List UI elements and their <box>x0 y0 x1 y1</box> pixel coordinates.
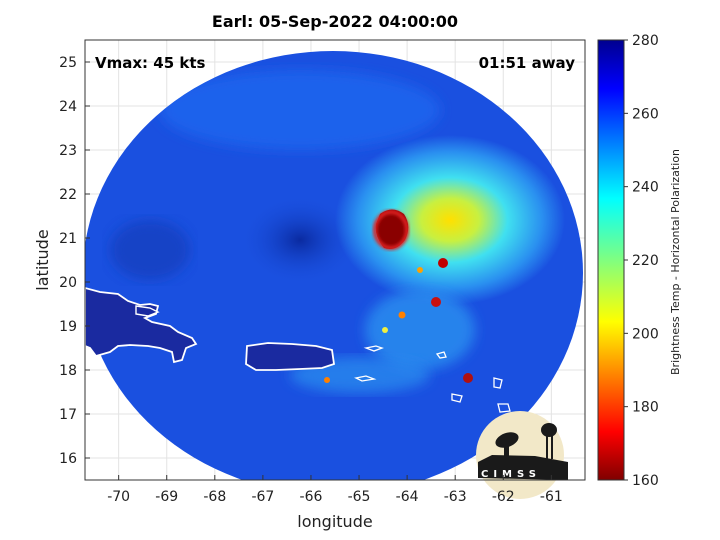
x-tick-label: -63 <box>444 489 467 505</box>
y-tick-label: 22 <box>59 187 77 203</box>
convection-core-rim <box>373 210 409 250</box>
y-tick-label: 23 <box>59 143 77 159</box>
x-tick-label: -65 <box>348 489 371 505</box>
colorbar-tick-label: 260 <box>632 106 659 122</box>
y-tick-label: 24 <box>59 99 77 115</box>
anguilla-outline <box>435 351 447 359</box>
hispaniola-outline <box>85 287 198 364</box>
y-tick-label: 20 <box>59 275 77 291</box>
x-tick-label: -70 <box>107 489 130 505</box>
puerto-rico-outline <box>245 342 335 371</box>
storm-center-region <box>240 195 360 285</box>
x-tick-label: -69 <box>155 489 178 505</box>
northern-band <box>160 70 440 150</box>
barbuda-outline <box>493 377 503 389</box>
convective-cell <box>463 373 473 383</box>
colorbar-tick-label: 280 <box>632 33 659 49</box>
y-tick-label: 18 <box>59 363 77 379</box>
axes-frame <box>84 39 586 481</box>
colorbar-tick-label: 240 <box>632 180 659 196</box>
convective-cell <box>431 297 441 307</box>
colorbar-label: Brightness Temp - Horizontal Polarizatio… <box>669 149 682 375</box>
colorbar-tick-label: 180 <box>632 400 659 416</box>
st-croix-outline <box>354 375 377 382</box>
colorbar <box>597 39 625 481</box>
colorbar-tick-label: 160 <box>632 473 659 489</box>
vmax-annotation: Vmax: 45 kts <box>95 54 205 72</box>
colorbar-tick-label: 200 <box>632 326 659 342</box>
x-axis-label: longitude <box>297 512 372 531</box>
convective-cloud-region <box>335 135 565 305</box>
map-title: Earl: 05-Sep-2022 04:00:00 <box>211 12 459 31</box>
x-tick-label: -66 <box>300 489 323 505</box>
st-kitts-outline <box>451 393 463 403</box>
y-tick-label: 25 <box>59 55 77 71</box>
cimss-logo: CIMSS <box>476 411 568 499</box>
deep-convection-core <box>375 209 409 249</box>
x-tick-label: -68 <box>203 489 226 505</box>
y-tick-label: 19 <box>59 319 77 335</box>
y-tick-label: 21 <box>59 231 77 247</box>
logo-ground <box>478 455 568 480</box>
y-tick-label: 17 <box>59 407 77 423</box>
convective-cell <box>398 311 406 319</box>
x-tick-label: -67 <box>251 489 274 505</box>
virgin-islands-outline <box>363 345 384 352</box>
satellite-dish-icon <box>495 432 519 458</box>
time-away-annotation: 01:51 away <box>479 54 576 72</box>
rainband-region <box>365 290 475 370</box>
y-axis-ticks: 16 17 18 19 20 21 22 23 24 25 <box>59 55 90 467</box>
convective-cell <box>417 267 423 273</box>
convective-cell <box>438 258 448 268</box>
cold-region <box>110 220 190 280</box>
colorbar-ticks: 160 180 200 220 240 260 280 <box>624 33 659 489</box>
logo-text: CIMSS <box>481 469 541 480</box>
convective-cell <box>382 327 388 333</box>
x-axis-ticks: -70 -69 -68 -67 -66 -65 -64 -63 -62 -61 <box>107 475 563 505</box>
microwave-swath <box>85 51 583 480</box>
water-tower-icon <box>541 423 557 459</box>
x-tick-label: -61 <box>540 489 563 505</box>
y-tick-label: 16 <box>59 451 77 467</box>
y-axis-label: latitude <box>33 229 52 290</box>
antigua-outline <box>497 403 511 413</box>
colorbar-tick-label: 220 <box>632 253 659 269</box>
convective-cell <box>324 377 330 383</box>
tortuga-island-outline <box>135 305 160 317</box>
x-tick-label: -64 <box>396 489 419 505</box>
x-tick-label: -62 <box>492 489 515 505</box>
